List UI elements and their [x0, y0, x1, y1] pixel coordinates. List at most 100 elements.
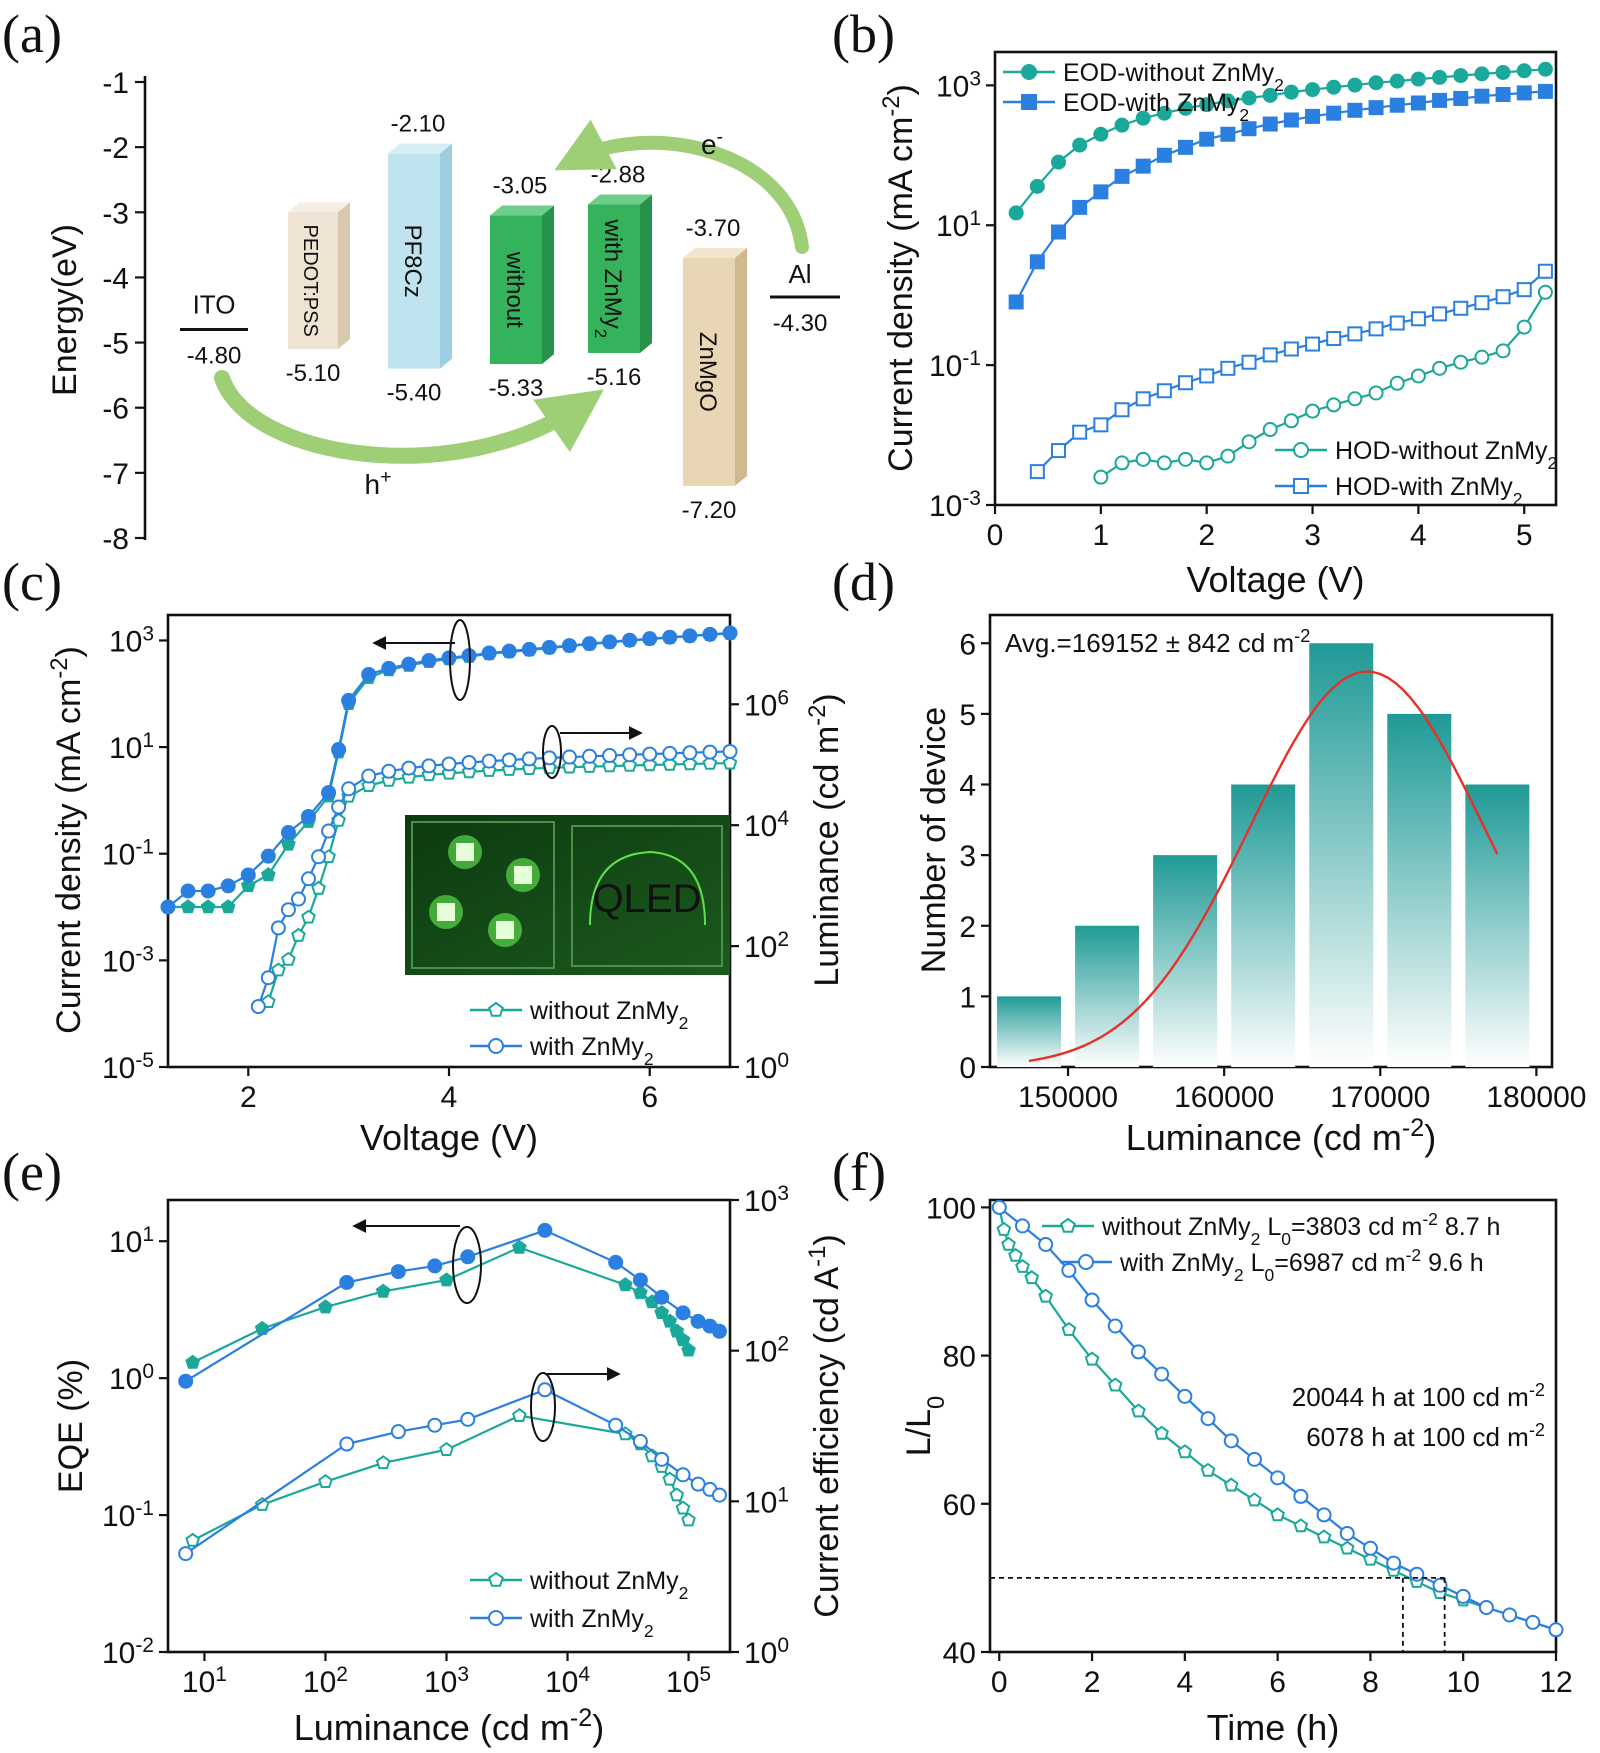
c-ytick-label: 101: [109, 729, 154, 766]
e-s3-point: [427, 1417, 443, 1433]
b-s0-point: [1283, 84, 1299, 100]
f-ytick-label: 100: [926, 1192, 976, 1225]
c-s2-point: [602, 758, 617, 773]
b-s3-point: [1516, 282, 1532, 298]
f-s1-point: [1548, 1622, 1564, 1638]
e-legend-0: without ZnMy2: [470, 1567, 688, 1603]
f-s1-point: [1246, 1451, 1262, 1467]
e-s3-point: [460, 1411, 476, 1427]
c-legend-0-marker: [488, 1001, 504, 1017]
b-xtick-label: 2: [1198, 519, 1215, 552]
c-s1-point: [481, 645, 497, 661]
c-s3-point: [602, 748, 618, 764]
pf8cz-block-name: PF8Cz: [399, 224, 426, 297]
e-s3-point: [390, 1424, 406, 1440]
b-s2-point: [1283, 413, 1299, 429]
b-ylabel: Current density (mA cm-2): [878, 84, 921, 472]
qled-substrate-right: [571, 825, 723, 967]
c-s1-point: [260, 848, 276, 864]
e-s2-series: [185, 1407, 696, 1547]
d-xlabel: Luminance (cd m-2): [1126, 1114, 1437, 1158]
e-s0-point: [654, 1305, 670, 1320]
c-s2-point: [271, 962, 286, 977]
b-s3-series: [1029, 263, 1553, 480]
c-s1-point: [421, 653, 437, 669]
c-s1-point: [662, 629, 678, 645]
c-ytick-label: 10-1: [102, 835, 154, 872]
e-legend-0-label: without ZnMy2: [529, 1567, 688, 1603]
b-legend-2-label: HOD-without ZnMy2: [1335, 437, 1557, 473]
b-s2-point: [1262, 422, 1278, 438]
b-s3-point: [1305, 336, 1321, 352]
d-xtick-label: 160000: [1174, 1081, 1274, 1114]
without-block-side: [542, 205, 554, 365]
b-s1-point: [1135, 158, 1151, 174]
e-xlabel: Luminance (cd m-2): [294, 1704, 605, 1748]
f-s0-point: [1316, 1529, 1332, 1544]
b-s3-point: [1453, 300, 1469, 316]
without-block-lower: -5.33: [489, 375, 544, 402]
f-s1-point: [1386, 1555, 1402, 1571]
c-s1-point: [602, 634, 618, 650]
b-s0-point: [1410, 71, 1426, 87]
f-ylabel: L/L0: [900, 1396, 950, 1457]
pf8cz-block-lower: -5.40: [387, 380, 442, 407]
d-ylabel: Number of device: [915, 707, 953, 973]
b-s0-point: [1051, 154, 1067, 170]
d-bar: [997, 996, 1062, 1067]
e-s0-point: [185, 1354, 201, 1369]
d-gaussian-fit: [1028, 670, 1499, 1063]
b-s1-point: [1093, 184, 1109, 200]
d-bar: [1309, 643, 1374, 1067]
b-s3-point: [1326, 331, 1342, 347]
pedot-block-name: PEDOT:PSS: [299, 225, 321, 337]
c-legend-1-marker: [488, 1038, 504, 1054]
c-xtick-label: 6: [641, 1081, 658, 1114]
panel-label-b: (b): [832, 4, 895, 64]
e-ytick-label: 100: [109, 1360, 154, 1397]
e-s2-point: [669, 1487, 685, 1502]
pedot-block-front: [288, 212, 338, 350]
b-s3-point: [1156, 383, 1172, 399]
e-y2label: Current efficiency (cd A-1): [804, 1234, 847, 1617]
al-label: Al: [788, 259, 811, 289]
f-s1-series: [991, 1199, 1564, 1638]
c-s0-point: [261, 867, 276, 882]
e-s3-point: [675, 1467, 691, 1483]
f-s0-point: [1270, 1507, 1285, 1522]
e-s3-line: [185, 1388, 721, 1555]
f-s1-point: [1084, 1292, 1100, 1308]
with-block-front: [588, 204, 640, 353]
a-ytick-label: -7: [102, 458, 129, 491]
c-s1-point: [361, 666, 377, 682]
a-ytick-label: -6: [102, 393, 129, 426]
c-s3-point: [270, 920, 286, 936]
d-ytick-label: 2: [959, 911, 976, 944]
b-s1-point: [1072, 199, 1088, 215]
c-s3-point: [582, 748, 597, 764]
c-s2-point: [622, 757, 637, 772]
e-right-indicator: [530, 1372, 556, 1442]
b-s2-point: [1516, 319, 1532, 335]
c-s1-point: [321, 785, 337, 801]
f-s0-point: [1200, 1462, 1216, 1477]
c-y2label: Luminance (cd m-2): [804, 693, 847, 986]
b-s1-point: [1241, 121, 1257, 137]
f-xtick-label: 8: [1362, 1666, 1379, 1699]
e-s3-point: [608, 1417, 624, 1433]
e-s1-point: [427, 1258, 443, 1274]
b-s0-point: [1326, 79, 1342, 95]
b-plot-frame: [993, 50, 1558, 507]
c-s3-point: [331, 799, 347, 815]
b-s2-point: [1199, 455, 1215, 471]
c-s2-point: [702, 755, 718, 770]
e-legend-0-marker: [488, 1571, 504, 1587]
e-s0-point: [662, 1313, 678, 1328]
ito-label: ITO: [193, 290, 236, 320]
c-s1-point: [622, 632, 638, 648]
b-s1-point: [1516, 85, 1532, 101]
c-s1-point: [441, 650, 457, 666]
f-xtick-label: 6: [1269, 1666, 1286, 1699]
c-s0-point: [180, 899, 196, 914]
